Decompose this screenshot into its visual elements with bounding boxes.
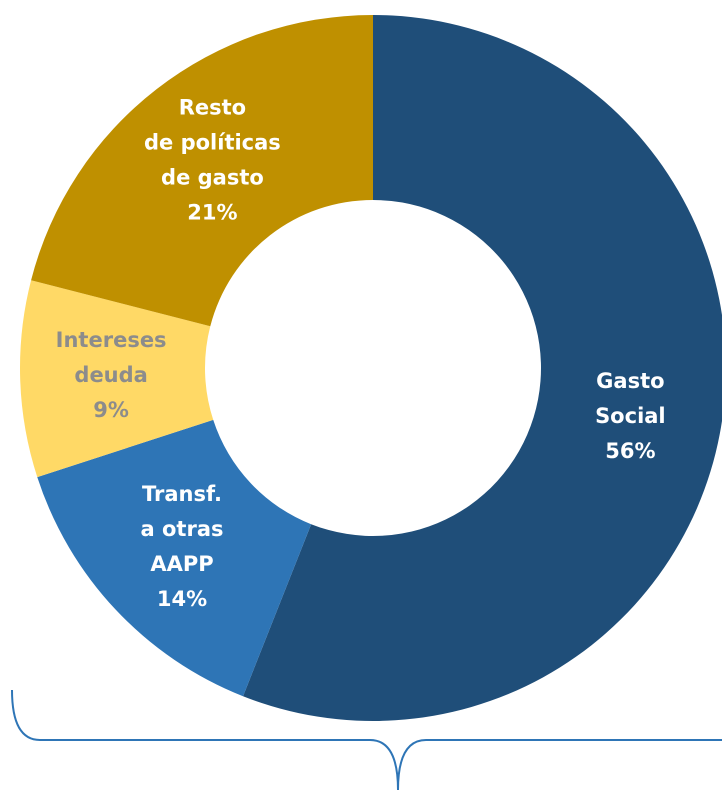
value-label: 14%	[157, 587, 207, 611]
label-line: deuda	[74, 363, 147, 387]
label-line: Resto	[179, 95, 246, 119]
slice-label: Transf. a otras AAPP 14%	[141, 482, 224, 611]
label-line: Transf.	[142, 482, 222, 506]
slice	[31, 15, 373, 327]
value-label: 21%	[187, 200, 237, 224]
label-line: a otras	[141, 517, 224, 541]
slice-label: Intereses deuda 9%	[56, 328, 167, 422]
slice	[243, 15, 722, 721]
slice	[37, 419, 312, 697]
brace	[11, 689, 722, 791]
value-label: 9%	[93, 398, 129, 422]
value-label: 56%	[605, 439, 655, 463]
label-line: Intereses	[56, 328, 167, 352]
slice-label: Resto de políticas de gasto 21%	[144, 95, 281, 224]
slice	[20, 280, 214, 478]
label-line: de políticas	[144, 130, 281, 154]
label-line: Gasto	[596, 369, 664, 393]
label-line: de gasto	[161, 165, 264, 189]
label-line: Social	[595, 404, 666, 428]
label-line: AAPP	[150, 552, 213, 576]
slice-label: Gasto Social 56%	[595, 369, 666, 463]
